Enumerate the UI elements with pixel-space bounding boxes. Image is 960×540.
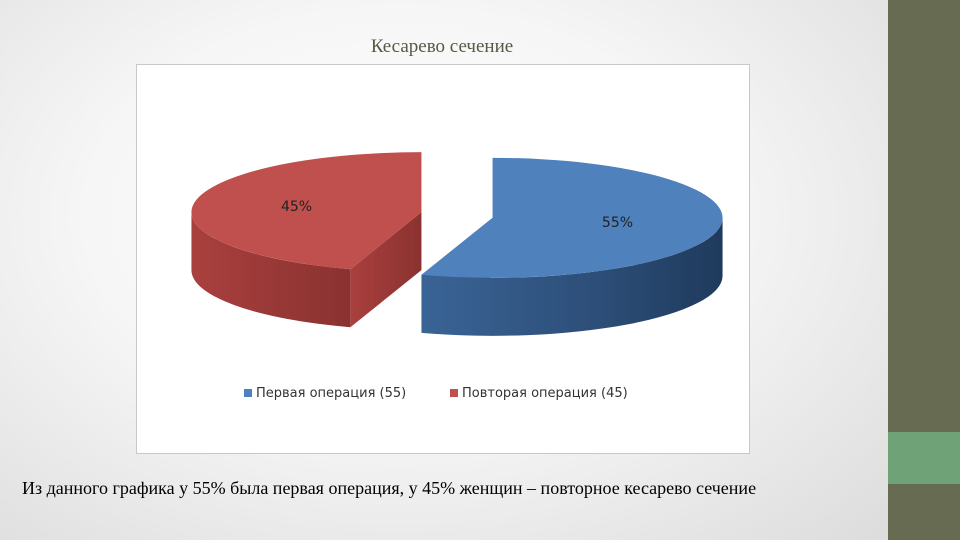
pie-chart: 45% 55% Первая операция (55) Повторая опер…	[191, 152, 723, 401]
legend-label-1: Первая операция (55)	[256, 386, 406, 401]
pie-slice-1	[421, 157, 723, 336]
data-label-1: 55%	[602, 215, 633, 231]
pie-slice-2	[191, 152, 422, 328]
pie-slice-2-cut-face	[350, 212, 422, 328]
pie-slice-1-side	[421, 217, 723, 336]
pie-slice-1-top	[421, 157, 723, 278]
legend-label-2: Повторая операция (45)	[462, 386, 628, 401]
slide-title: Кесарево сечение	[370, 36, 514, 57]
side-accent-block	[888, 432, 960, 484]
pie-slice-2-top	[191, 152, 422, 270]
legend-swatch-2	[450, 389, 458, 397]
caption-text: Из данного графика у 55% была первая опе…	[22, 478, 757, 498]
legend-swatch-1	[244, 389, 252, 397]
pie-slice-2-side	[191, 212, 351, 328]
chart-frame: 45% 55% Первая операция (55) Повторая опер…	[136, 64, 750, 454]
data-label-2: 45%	[281, 199, 312, 215]
